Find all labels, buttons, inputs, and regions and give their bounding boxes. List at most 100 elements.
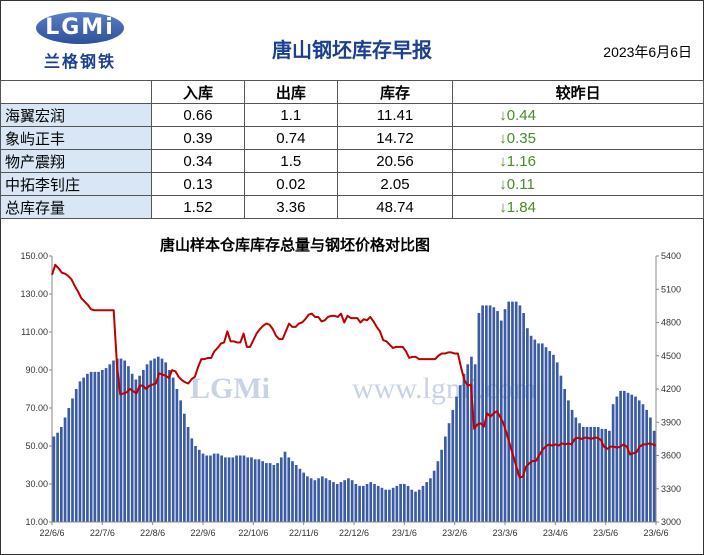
y-right-tick-label: 5100	[661, 284, 681, 294]
cell-in: 1.52	[151, 195, 245, 219]
y-right-tick-label: 3300	[661, 484, 681, 494]
inventory-bar	[593, 427, 596, 522]
inventory-bar	[59, 427, 63, 522]
inventory-bar	[548, 351, 552, 522]
inventory-bar	[622, 390, 626, 522]
report-date: 2023年6月6日	[603, 44, 692, 60]
cell-out: 0.02	[243, 172, 338, 196]
inventory-bar	[324, 478, 328, 522]
inventory-bar	[227, 457, 231, 522]
cell-stock: 48.74	[336, 195, 454, 219]
inventory-bar	[209, 455, 212, 522]
table-row: 海翼宏润 0.66 1.1 11.41 ↓0.44	[0, 103, 704, 127]
inventory-bar	[496, 311, 499, 522]
inventory-bar	[503, 309, 507, 522]
watermark-logo: LGMi	[190, 372, 270, 405]
inventory-bar	[608, 430, 611, 522]
inventory-bar	[164, 362, 168, 522]
inventory-bar	[477, 313, 481, 522]
inventory-bar	[343, 480, 347, 522]
inventory-bar	[160, 358, 164, 522]
table-row: 中拓李钊庄 0.13 0.02 2.05 ↓0.11	[0, 172, 704, 196]
inventory-bar	[313, 480, 317, 522]
inventory-bar	[578, 423, 581, 522]
y-right-tick-label: 3600	[661, 451, 681, 461]
inventory-bar	[253, 459, 257, 522]
inventory-bar	[533, 339, 537, 522]
inventory-bar	[436, 461, 440, 522]
inventory-bar	[470, 356, 473, 522]
y-right-tick-label: 3900	[661, 417, 681, 427]
inventory-bar	[339, 482, 343, 522]
x-tick-label: 22/6/6	[39, 528, 64, 538]
inventory-bar	[246, 457, 250, 522]
inventory-bar	[265, 463, 268, 522]
inventory-bar	[600, 428, 604, 522]
inventory-bar	[388, 489, 391, 522]
x-tick-label: 22/11/6	[289, 528, 318, 538]
inventory-bar	[526, 328, 529, 522]
inventory-bar	[649, 417, 652, 522]
inventory-bar	[268, 463, 272, 522]
inventory-bar	[511, 301, 514, 522]
inventory-bar	[645, 409, 649, 522]
inventory-bar	[138, 375, 141, 522]
row-name: 物产震翔	[0, 149, 152, 173]
inventory-bar	[130, 373, 134, 522]
inventory-bar	[231, 457, 235, 522]
y-left-tick-label: 110.00	[21, 327, 48, 337]
inventory-bar	[507, 301, 511, 522]
cell-in: 0.34	[151, 149, 245, 173]
y-right-tick-label: 4800	[661, 318, 681, 328]
cell-in: 0.39	[151, 126, 245, 150]
inventory-bar	[190, 438, 194, 522]
inventory-bar	[402, 484, 406, 522]
inventory-bar	[112, 360, 115, 522]
inventory-bar	[283, 451, 287, 522]
inventory-bar	[444, 436, 447, 522]
y-left-tick-label: 150.00	[20, 251, 48, 261]
col-header-in: 入库	[151, 80, 245, 104]
inventory-bar	[175, 389, 179, 522]
inventory-bar	[306, 476, 309, 522]
inventory-bar	[205, 455, 209, 522]
inventory-bar	[567, 400, 570, 522]
cell-stock: 14.72	[336, 126, 454, 150]
inventory-bar	[100, 370, 104, 522]
cell-change: ↓0.35	[452, 126, 704, 150]
row-name: 象屿正丰	[0, 126, 152, 150]
inventory-bar	[384, 489, 388, 522]
col-header-out: 出库	[243, 80, 338, 104]
cell-out: 1.1	[243, 103, 338, 127]
inventory-bar	[168, 370, 171, 522]
x-tick-label: 22/8/6	[140, 528, 165, 538]
cell-stock: 2.05	[336, 172, 454, 196]
inventory-bar	[238, 455, 242, 522]
inventory-bar	[108, 364, 112, 522]
y-left-tick-label: 10.00	[25, 517, 48, 527]
inventory-bar	[257, 459, 261, 522]
inventory-bar	[74, 389, 78, 522]
cell-change: ↓0.11	[452, 172, 704, 196]
inventory-bar	[570, 409, 574, 522]
inventory-bar	[93, 371, 97, 522]
inventory-bar	[417, 489, 421, 522]
inventory-bar	[115, 358, 119, 522]
inventory-bar	[309, 478, 313, 522]
inventory-bar	[529, 335, 533, 522]
inventory-bar	[421, 485, 425, 522]
inventory-bar	[626, 392, 630, 522]
inventory-bar	[220, 455, 223, 522]
y-right-tick-label: 4500	[661, 351, 681, 361]
table-row: 象屿正丰 0.39 0.74 14.72 ↓0.35	[0, 126, 704, 150]
inventory-bar	[361, 485, 365, 522]
inventory-bar	[119, 358, 123, 522]
inventory-bar	[425, 482, 429, 522]
inventory-bar	[373, 484, 376, 522]
inventory-bar	[451, 409, 455, 522]
inventory-bar	[224, 457, 227, 522]
inventory-bar	[287, 457, 291, 522]
inventory-bar	[86, 373, 89, 522]
inventory-bar	[56, 432, 59, 522]
x-tick-label: 23/3/6	[492, 528, 517, 538]
